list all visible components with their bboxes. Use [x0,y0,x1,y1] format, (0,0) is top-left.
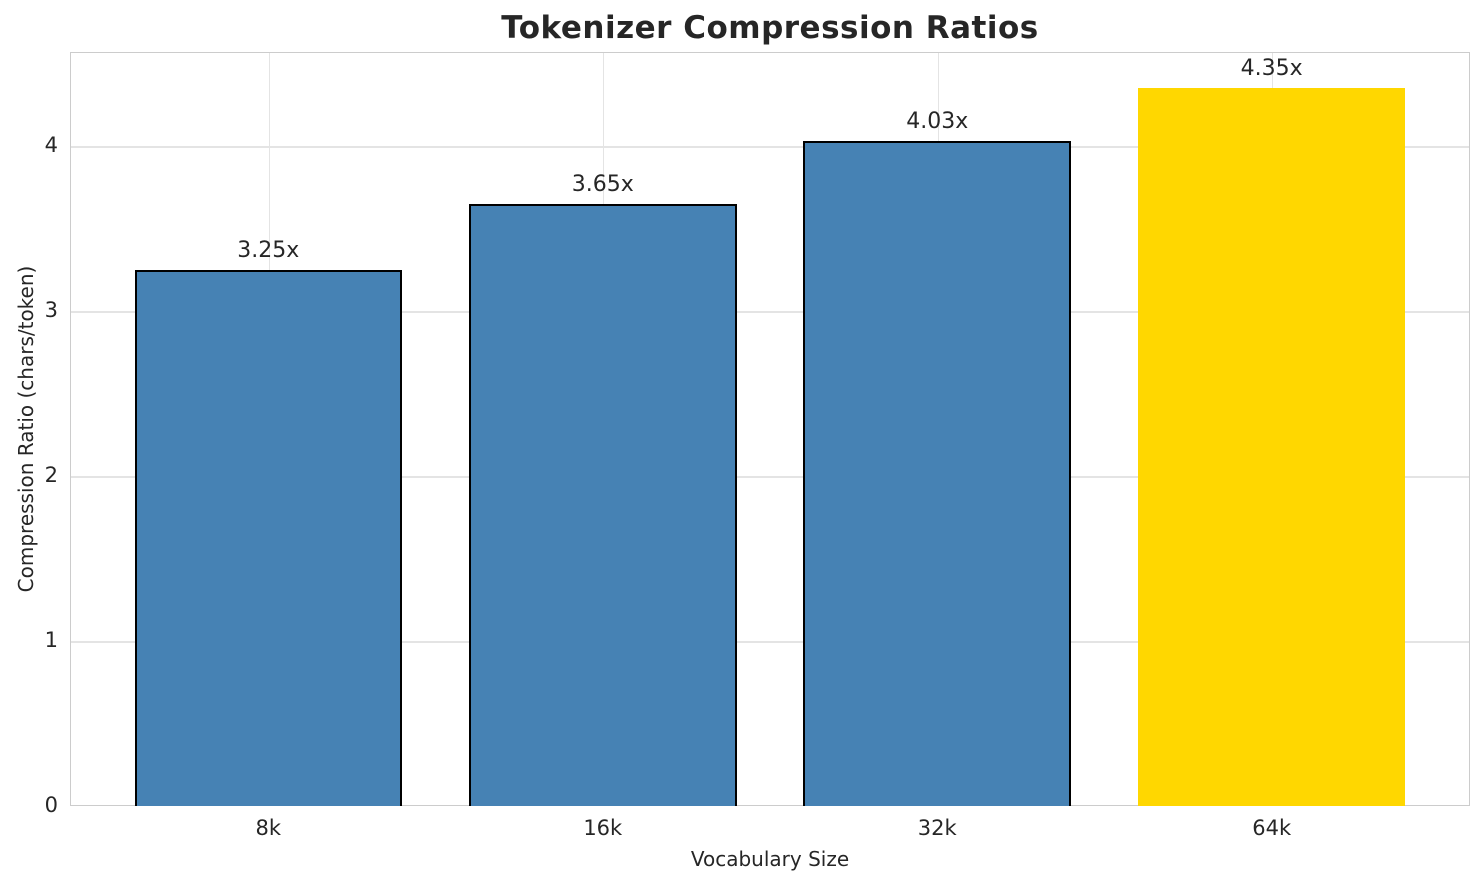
h-gridline-y1 [71,641,1469,643]
bar-64k [1137,88,1406,806]
bar-32k [803,141,1071,806]
y-tick-label-2: 2 [44,463,58,488]
bar-value-label-8k: 3.25x [237,237,300,263]
bar-8k [134,269,403,806]
y-tick-label-0: 0 [44,793,58,817]
bar-16k [468,203,737,806]
h-gridline-y2 [71,476,1469,478]
bar-value-label-64k: 4.35x [1240,56,1303,82]
x-axis-label: Vocabulary Size [690,847,850,871]
x-tick-label-32k: 32k [917,816,957,840]
y-tick-label-4: 4 [44,133,58,158]
chart-title: Tokenizer Compression Ratios [501,10,1039,46]
bar-value-label-16k: 3.65x [571,171,634,197]
y-tick-label-3: 3 [44,298,58,323]
y-tick-label-1: 1 [44,628,58,652]
h-gridline-y3 [71,311,1469,313]
bar-value-label-32k: 4.03x [906,109,969,135]
x-tick-label-16k: 16k [583,816,623,840]
h-gridline-y4 [71,146,1469,148]
x-tick-label-64k: 64k [1252,816,1292,840]
x-tick-label-8k: 8k [255,816,282,840]
